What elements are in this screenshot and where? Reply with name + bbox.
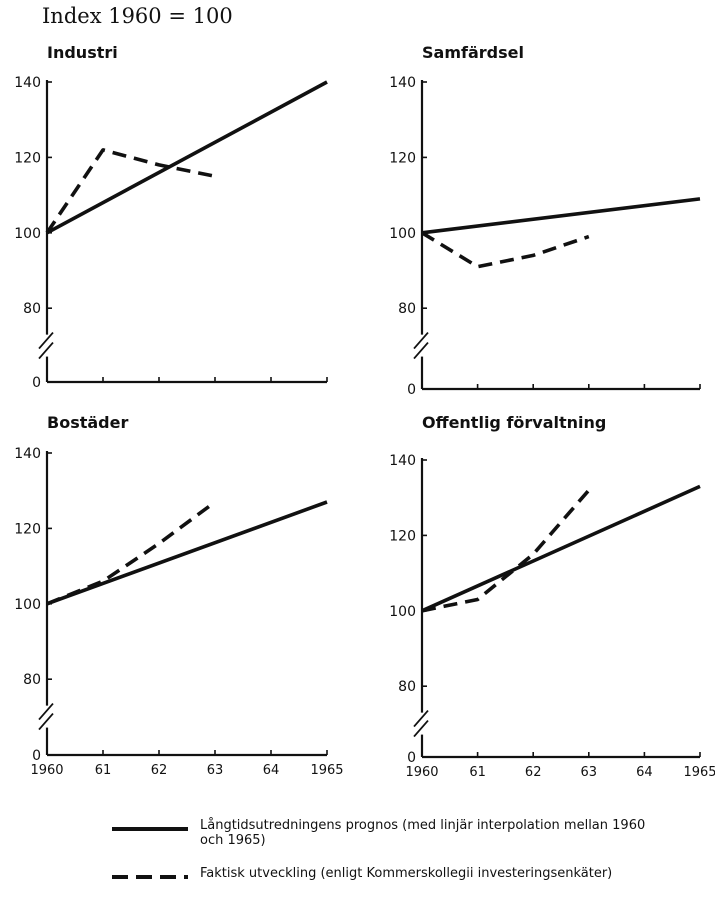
chart-title: Industri — [47, 43, 118, 62]
x-tick-label: 1960 — [30, 763, 63, 778]
y-tick-label: 0 — [407, 750, 416, 766]
series-line-prognos — [421, 484, 701, 613]
y-tick-label: 0 — [407, 382, 416, 398]
legend-label-faktisk: Faktisk utveckling (enligt Kommerskolleg… — [200, 866, 613, 881]
y-tick-label: 120 — [14, 521, 41, 537]
y-tick-label: 0 — [32, 748, 41, 764]
y-tick-label: 120 — [389, 150, 416, 166]
y-tick-label: 120 — [389, 528, 416, 544]
series-line-faktisk — [46, 500, 217, 606]
chart-title: Offentlig förvaltning — [422, 413, 606, 432]
chart-panel-1: Industri 140 120 100 80 0 — [14, 43, 328, 391]
y-tick-label: 0 — [32, 375, 41, 391]
series-line-prognos — [421, 197, 701, 235]
axis-break-mark — [38, 702, 54, 721]
series-line-faktisk — [45, 148, 216, 234]
y-tick-label: 100 — [14, 226, 41, 242]
y-tick-label: 100 — [389, 226, 416, 242]
y-tick-label: 140 — [14, 75, 41, 91]
x-tick-label: 62 — [525, 765, 542, 780]
legend-item-prognos: Långtidsutredningens prognos (med linjär… — [110, 818, 670, 858]
x-tick-label: 61 — [469, 765, 486, 780]
y-tick-label: 80 — [23, 301, 41, 317]
axis-break-mark — [413, 331, 429, 350]
page-title: Index 1960 = 100 — [42, 4, 233, 28]
series-line-prognos — [46, 80, 328, 235]
x-tick-label: 63 — [581, 765, 598, 780]
y-tick-label: 80 — [23, 672, 41, 688]
x-tick-label: 1965 — [310, 763, 343, 778]
axis-break-mark — [38, 341, 54, 360]
series-line-faktisk — [421, 231, 590, 269]
chart-title: Samfärdsel — [422, 43, 524, 62]
x-tick-label: 1960 — [405, 765, 438, 780]
x-tick-label: 63 — [207, 763, 224, 778]
y-tick-label: 80 — [398, 679, 416, 695]
y-tick-label: 120 — [14, 150, 41, 166]
legend-label-prognos: Långtidsutredningens prognos (med linjär… — [200, 818, 646, 848]
chart-panel-2: Samfärdsel 140 120 100 80 0 — [389, 43, 701, 398]
axis-break-mark — [413, 719, 429, 738]
y-tick-label: 100 — [14, 597, 41, 613]
x-tick-label: 64 — [263, 763, 280, 778]
legend-dashed-line-swatch — [112, 875, 188, 879]
y-tick-label: 140 — [14, 446, 41, 462]
x-tick-label: 62 — [151, 763, 168, 778]
charts-canvas: Industri 140 120 100 80 0 Samfärdsel 140 120 100 8… — [14, 43, 715, 780]
y-tick-label: 140 — [389, 453, 416, 469]
y-tick-label: 100 — [389, 604, 416, 620]
axis-break-mark — [413, 709, 429, 728]
y-tick-label: 80 — [398, 301, 416, 317]
x-tick-label: 64 — [636, 765, 653, 780]
axis-break-mark — [413, 341, 429, 360]
x-tick-label: 61 — [95, 763, 112, 778]
legend-item-faktisk: Faktisk utveckling (enligt Kommerskolleg… — [110, 866, 670, 906]
axis-break-mark — [38, 712, 54, 731]
legend-solid-line-swatch — [112, 827, 188, 831]
series-line-faktisk — [421, 489, 591, 613]
x-tick-label: 1965 — [683, 765, 715, 780]
axis-break-mark — [38, 331, 54, 350]
chart-title: Bostäder — [47, 413, 128, 432]
y-tick-label: 140 — [389, 75, 416, 91]
